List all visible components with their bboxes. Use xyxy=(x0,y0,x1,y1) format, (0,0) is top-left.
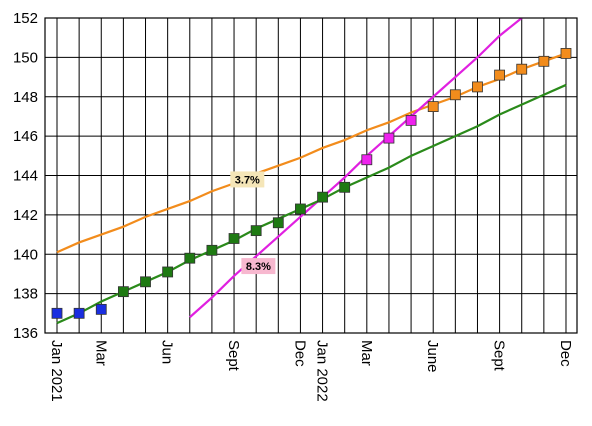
marker xyxy=(516,63,528,75)
marker xyxy=(184,252,196,264)
marker xyxy=(405,114,417,126)
trend-label: 3.7% xyxy=(235,174,260,186)
plot-border xyxy=(44,17,578,334)
marker xyxy=(73,307,85,319)
x-tick-label: Sept xyxy=(491,340,508,372)
x-tick-label: Jun xyxy=(159,340,176,364)
trend-line xyxy=(56,83,567,325)
marker xyxy=(272,217,284,229)
marker xyxy=(295,203,306,215)
x-tick-label: Jan 2021 xyxy=(48,340,65,402)
x-tick-label: Mar xyxy=(358,340,375,366)
marker xyxy=(228,233,240,244)
marker xyxy=(560,48,572,59)
x-tick-label: Sept xyxy=(225,340,242,372)
labels: 136 138 140 142 144 146 148 150 152 Jan 2021 Mar Ju… xyxy=(13,10,574,402)
y-tick-label: 136 xyxy=(13,325,38,342)
y-tick-label: 150 xyxy=(13,49,38,66)
marker xyxy=(339,181,351,193)
marker xyxy=(383,132,395,144)
trend-line xyxy=(56,52,567,254)
plot-area xyxy=(51,18,572,325)
marker xyxy=(51,307,63,319)
y-tick-label: 140 xyxy=(13,246,38,263)
marker xyxy=(140,276,151,288)
marker xyxy=(427,101,439,112)
trend-label-box xyxy=(241,258,276,275)
grid xyxy=(45,17,577,334)
x-tick-label: Dec xyxy=(291,340,308,367)
marker xyxy=(206,244,218,256)
marker xyxy=(162,266,174,278)
trend-label-box xyxy=(230,171,265,188)
marker xyxy=(117,286,129,298)
marker xyxy=(449,89,461,101)
y-tick-label: 148 xyxy=(13,89,38,106)
x-tick-label: June xyxy=(424,340,441,373)
marker xyxy=(538,55,550,67)
y-tick-label: 138 xyxy=(13,286,38,303)
trend-line xyxy=(189,18,523,319)
marker xyxy=(250,225,262,237)
x-tick-label: Dec xyxy=(557,340,574,367)
marker xyxy=(361,154,373,166)
x-tick-label: Mar xyxy=(92,340,109,366)
marker xyxy=(472,81,483,93)
trend-label: 8.3% xyxy=(246,261,271,273)
y-tick-label: 142 xyxy=(13,207,38,224)
marker xyxy=(317,191,328,203)
marker xyxy=(494,69,506,81)
marker xyxy=(95,303,107,315)
y-tick-label: 152 xyxy=(13,10,38,27)
y-tick-label: 144 xyxy=(13,168,38,185)
y-tick-label: 146 xyxy=(13,128,38,145)
x-tick-label: Jan 2022 xyxy=(314,340,331,402)
